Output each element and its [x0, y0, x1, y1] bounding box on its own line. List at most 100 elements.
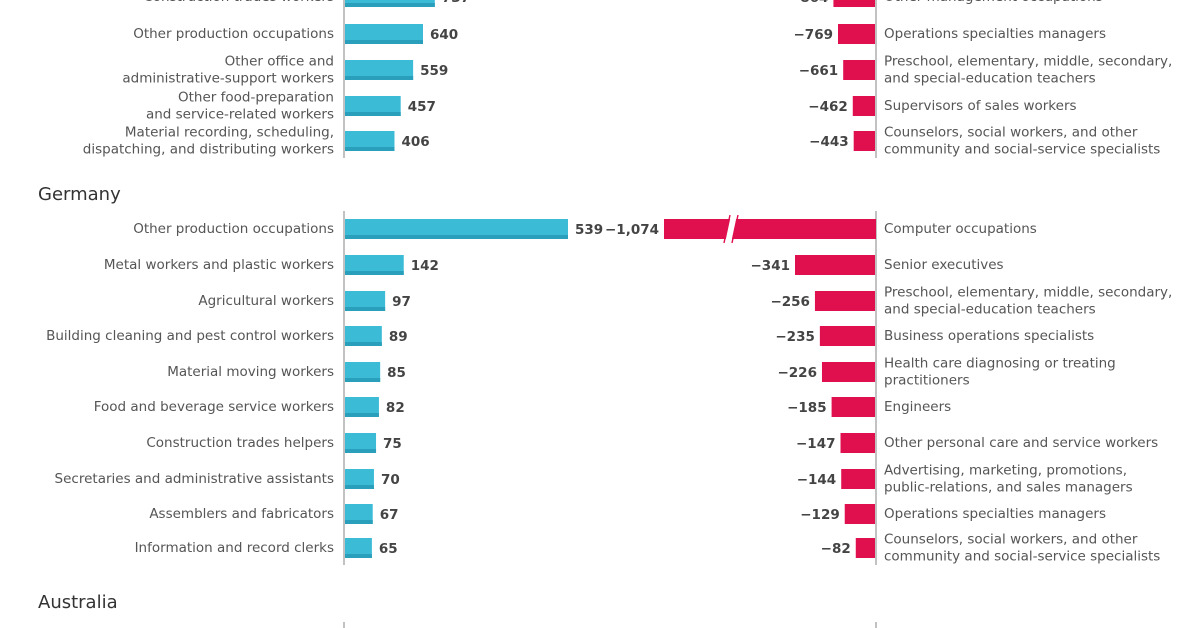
panel1-declining-value-label: −226 — [777, 365, 817, 381]
panel1-growing-bar — [345, 326, 382, 346]
panel1-growing-bar — [345, 504, 373, 524]
panel1-declining-value-label: −235 — [775, 329, 815, 345]
panel1-declining-category-label: Business operations specialists — [884, 328, 1094, 344]
panel1-declining-bar — [795, 255, 875, 275]
panel1-growing-value-label: 70 — [381, 472, 400, 488]
panel1-growing-category-label: Construction trades helpers — [146, 435, 334, 451]
panel0-declining-category-label: Supervisors of sales workers — [884, 98, 1077, 114]
country-title-germany: Germany — [38, 184, 121, 205]
panel1-declining-value-label: −147 — [796, 436, 836, 452]
panel0-declining-bar — [852, 96, 875, 116]
panel0-declining-value-label: −661 — [799, 63, 839, 79]
panel0-declining-category-label: Counselors, social workers, and other — [884, 125, 1138, 141]
panel1-declining-category-label: Counselors, social workers, and other — [884, 532, 1138, 548]
panel1-declining-category-label: and special-education teachers — [884, 302, 1096, 318]
panel1-declining-value-label: −144 — [797, 472, 837, 488]
panel1-declining-category-label: Other personal care and service workers — [884, 435, 1158, 451]
panel0-growing-bar-shade — [345, 40, 423, 44]
panel1-declining-value-label: −185 — [787, 400, 827, 416]
panel0-growing-value-label: 640 — [430, 27, 458, 43]
panel0-growing-bar — [345, 60, 414, 80]
panel1-growing-bar — [345, 397, 379, 417]
panel0-growing-category-label: and service-related workers — [146, 107, 334, 123]
panel1-declining-category-label: Preschool, elementary, middle, secondary… — [884, 285, 1172, 301]
panel0-growing-bar-shade — [345, 76, 414, 80]
panel1-declining-category-label: Health care diagnosing or treating — [884, 356, 1116, 372]
panel1-declining-bar — [821, 362, 875, 382]
panel1-growing-value-label: 97 — [392, 294, 411, 310]
panel1-growing-value-label: 82 — [386, 400, 405, 416]
panel1-axis-break-mark — [731, 214, 739, 244]
panel0-declining-value-label: −864 — [789, 0, 829, 6]
panel1-declining-bar — [664, 219, 876, 239]
panel1-declining-category-label: Senior executives — [884, 257, 1004, 273]
panel0-growing-bar — [345, 96, 401, 116]
panel1-declining-category-label: public-relations, and sales managers — [884, 480, 1133, 496]
country-title-australia: Australia — [38, 592, 118, 613]
panel1-growing-bar-shade — [345, 413, 379, 417]
panel1-growing-category-label: Secretaries and administrative assistant… — [55, 471, 334, 487]
panel0-growing-bar-shade — [345, 3, 435, 7]
panel1-growing-bar-shade — [345, 342, 382, 346]
panel1-declining-value-label: −1,074 — [605, 222, 659, 238]
panel1-declining-category-label: community and social-service specialists — [884, 549, 1160, 565]
panel1-declining-category-label: Engineers — [884, 399, 951, 415]
panel1-growing-bar-shade — [345, 378, 381, 382]
panel1-growing-value-label: 75 — [383, 436, 402, 452]
panel1-growing-bar-shade — [345, 520, 373, 524]
panel1-growing-category-label: Building cleaning and pest control worke… — [46, 328, 334, 344]
panel0-growing-category-label: Other production occupations — [133, 26, 334, 42]
panel1-growing-value-label: 539 — [575, 222, 603, 238]
panel0-growing-value-label: 406 — [401, 134, 429, 150]
panel0-growing-bar-shade — [345, 112, 401, 116]
panel1-growing-value-label: 89 — [389, 329, 408, 345]
panel1-declining-category-label: Operations specialties managers — [884, 506, 1106, 522]
panel1-growing-category-label: Material moving workers — [167, 364, 334, 380]
panel0-growing-category-label: Material recording, scheduling, — [125, 125, 334, 141]
panel1-growing-bar-shade — [345, 271, 404, 275]
panel1-growing-bar — [345, 255, 404, 275]
panel0-growing-category-label: Other office and — [225, 54, 334, 70]
panel1-growing-bar — [345, 469, 374, 489]
panel0-declining-value-label: −769 — [794, 27, 834, 43]
panel1-axis-break-gap — [725, 215, 737, 243]
panel0-declining-value-label: −443 — [809, 134, 849, 150]
panel0-growing-bar-shade — [345, 147, 395, 151]
panel1-growing-bar — [345, 291, 386, 311]
panel0-growing-category-label: Construction trades workers — [143, 0, 334, 5]
panel0-declining-category-label: Operations specialties managers — [884, 26, 1106, 42]
panel1-growing-category-label: Other production occupations — [133, 221, 334, 237]
panel1-declining-value-label: −341 — [751, 258, 791, 274]
panel1-declining-bar — [819, 326, 875, 346]
panel0-growing-category-label: dispatching, and distributing workers — [83, 142, 334, 158]
panel1-growing-bar-shade — [345, 485, 374, 489]
panel0-growing-value-label: 559 — [420, 63, 448, 79]
panel1-declining-value-label: −256 — [770, 294, 810, 310]
panel1-growing-bar — [345, 219, 568, 239]
panel0-declining-bar — [853, 131, 875, 151]
panel1-growing-value-label: 85 — [387, 365, 406, 381]
panel0-declining-category-label: Other management occupations — [884, 0, 1103, 5]
panel1-growing-bar-shade — [345, 307, 386, 311]
panel1-declining-bar — [831, 397, 875, 417]
panel0-declining-bar — [833, 0, 875, 7]
panel1-declining-category-label: Advertising, marketing, promotions, — [884, 463, 1127, 479]
panel1-declining-bar — [840, 433, 875, 453]
panel1-declining-value-label: −129 — [800, 507, 840, 523]
panel1-declining-category-label: practitioners — [884, 373, 970, 389]
panel0-declining-bar — [843, 60, 875, 80]
panel0-growing-bar — [345, 131, 395, 151]
panel0-declining-category-label: Preschool, elementary, middle, secondary… — [884, 54, 1172, 70]
panel1-growing-bar-shade — [345, 235, 568, 239]
panel1-growing-category-label: Agricultural workers — [198, 293, 334, 309]
panel1-declining-category-label: Computer occupations — [884, 221, 1037, 237]
panel0-declining-value-label: −462 — [808, 99, 848, 115]
panel1-growing-category-label: Food and beverage service workers — [94, 399, 334, 415]
panel0-declining-bar — [838, 24, 875, 44]
panel0-growing-value-label: 457 — [408, 99, 436, 115]
panel1-declining-bar — [844, 504, 875, 524]
panel0-growing-category-label: administrative-support workers — [122, 71, 334, 87]
panel1-axis-break-mark — [723, 214, 731, 244]
panel0-growing-category-label: Other food-preparation — [178, 90, 334, 106]
